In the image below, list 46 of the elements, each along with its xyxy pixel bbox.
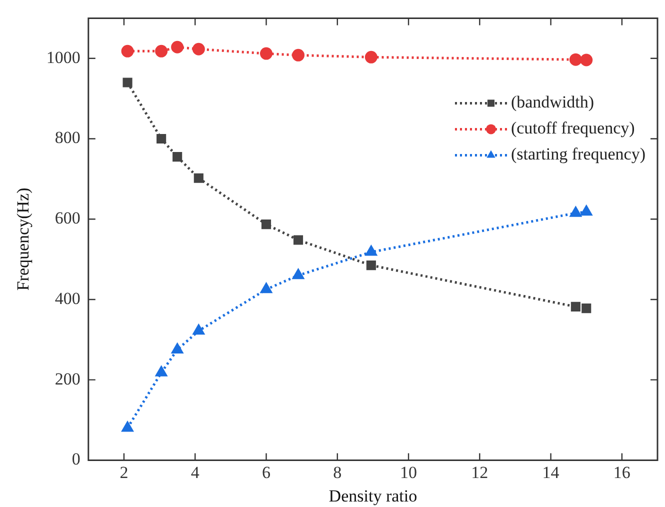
- point: [580, 206, 592, 216]
- point: [172, 343, 183, 354]
- legend-label: (cutoff frequency): [510, 118, 635, 138]
- point: [122, 78, 132, 88]
- point: [121, 44, 134, 58]
- y-tick-label: 200: [54, 369, 80, 388]
- x-tick-label: 8: [333, 462, 342, 482]
- x-tick-label: 10: [400, 462, 418, 482]
- point: [293, 235, 304, 245]
- x-tick-label: 2: [120, 462, 128, 482]
- y-tick-label: 400: [54, 288, 80, 308]
- y-axis-title: Frequency(Hz): [14, 188, 33, 291]
- point: [292, 48, 305, 62]
- x-tick-label: 14: [542, 462, 560, 482]
- point: [364, 50, 378, 64]
- point: [366, 246, 377, 256]
- point: [260, 283, 272, 294]
- point: [261, 220, 272, 230]
- x-tick-label: 12: [471, 462, 488, 482]
- point: [171, 40, 184, 54]
- point: [569, 53, 582, 66]
- point: [192, 42, 205, 56]
- point: [194, 173, 204, 183]
- point: [366, 260, 376, 270]
- point: [122, 422, 134, 432]
- y-tick-label: 1000: [46, 48, 80, 67]
- legend-label: (bandwidth): [510, 92, 594, 112]
- point: [292, 269, 304, 280]
- x-tick-label: 16: [613, 462, 630, 482]
- point: [155, 44, 168, 58]
- point: [582, 304, 592, 314]
- point: [156, 134, 166, 144]
- y-tick-label: 0: [72, 450, 80, 469]
- x-axis-title: Density ratio: [328, 486, 418, 506]
- x-tick-label: 6: [262, 462, 270, 482]
- y-tick-label: 800: [54, 128, 80, 148]
- point: [156, 366, 167, 376]
- point: [193, 324, 204, 335]
- point: [570, 302, 580, 312]
- point: [172, 152, 182, 162]
- point: [260, 47, 272, 60]
- point: [570, 206, 582, 217]
- y-tick-label: 600: [54, 208, 80, 228]
- x-tick-label: 4: [190, 462, 200, 482]
- legend-label: (starting frequency): [510, 144, 646, 164]
- point: [580, 54, 593, 66]
